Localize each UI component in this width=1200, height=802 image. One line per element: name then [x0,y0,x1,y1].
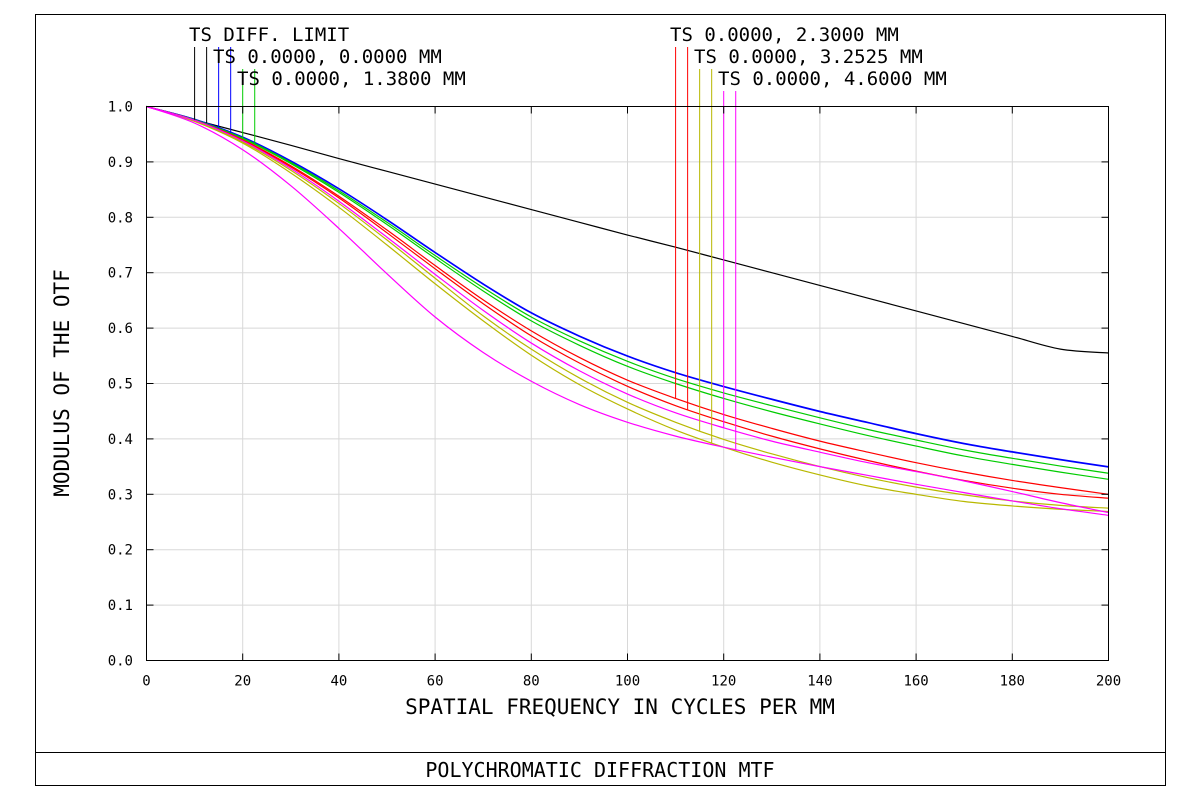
x-axis-label: SPATIAL FREQUENCY IN CYCLES PER MM [405,695,835,719]
legend-label-field-3: TS 0.0000, 2.3000 MM [670,24,899,46]
y-tick-label: 0.4 [108,432,133,448]
series-line-9 [146,105,1109,513]
y-axis-label: MODULUS OF THE OTF [50,269,74,497]
series-group [146,105,1109,516]
legend-label-diff-limit: TS DIFF. LIMIT [189,24,349,46]
legend-label-field-4: TS 0.0000, 3.2525 MM [694,46,923,68]
x-tick-label: 80 [523,674,540,690]
y-tick-label: 0.0 [108,654,133,670]
legend-label-field-1: TS 0.0000, 0.0000 MM [213,46,442,68]
y-tick-labels: 0.0 0.1 0.2 0.3 0.4 0.5 0.6 0.7 0.8 0.9 1.0 [108,100,133,670]
series-line-6 [146,105,1109,495]
tick-marks [146,106,1109,661]
y-tick-label: 0.6 [108,321,133,337]
legend-label-field-2: TS 0.0000, 1.3800 MM [237,68,466,90]
x-tick-label: 140 [807,674,832,690]
x-tick-label: 100 [615,674,640,690]
y-tick-label: 0.8 [108,210,133,226]
legend-markers [194,47,737,450]
y-tick-label: 0.1 [108,598,133,614]
series-line-4 [146,105,1109,474]
y-tick-label: 0.5 [108,377,133,393]
chart-title: POLYCHROMATIC DIFFRACTION MTF [425,758,774,782]
y-tick-label: 1.0 [108,100,133,116]
x-tick-label: 160 [903,674,928,690]
grid [146,106,1109,661]
x-tick-labels: 0 20 40 60 80 100 120 140 160 180 200 [142,674,1121,690]
y-tick-label: 0.7 [108,266,133,282]
legend-label-field-5: TS 0.0000, 4.6000 MM [718,68,947,90]
series-line-1 [146,105,1109,354]
series-line-3 [146,105,1109,468]
x-tick-label: 20 [234,674,251,690]
series-line-8 [146,105,1109,509]
series-line-11 [146,105,1109,516]
series-line-10 [146,105,1109,514]
x-tick-label: 60 [427,674,444,690]
y-tick-label: 0.2 [108,543,133,559]
y-tick-label: 0.9 [108,155,133,171]
outer-frame [35,14,1166,786]
x-tick-label: 120 [711,674,736,690]
x-tick-label: 180 [1000,674,1025,690]
y-tick-label: 0.3 [108,487,133,503]
x-tick-label: 200 [1096,674,1121,690]
x-tick-label: 0 [142,674,150,690]
x-tick-label: 40 [330,674,347,690]
series-line-5 [146,105,1109,480]
